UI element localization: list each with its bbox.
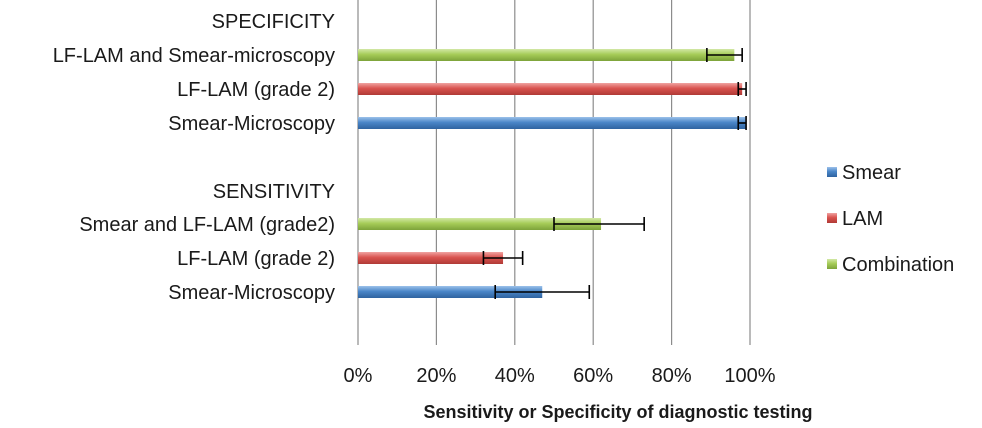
x-tick-label: 60% — [573, 365, 613, 387]
error-bars — [482, 48, 747, 299]
bar-combination — [358, 218, 602, 230]
group-heading-specificity: SPECIFICITY — [212, 11, 335, 33]
legend-swatch-lam — [827, 213, 837, 223]
x-tick-label: 100% — [724, 365, 775, 387]
x-tick-label: 40% — [495, 365, 535, 387]
error-bar — [482, 251, 524, 265]
bar-smear — [358, 286, 543, 298]
x-tick-label: 0% — [344, 365, 373, 387]
bar-lam — [358, 83, 743, 95]
error-bar — [737, 116, 747, 130]
legend-label-combination: Combination — [842, 254, 954, 276]
category-label: LF-LAM (grade 2) — [177, 248, 335, 270]
category-label: Smear-Microscopy — [168, 113, 335, 135]
error-bar — [494, 285, 591, 299]
bars — [358, 49, 747, 298]
legend-swatch-combination — [827, 259, 837, 269]
x-tick-label: 20% — [416, 365, 456, 387]
x-tick-label: 80% — [652, 365, 692, 387]
category-label: Smear-Microscopy — [168, 282, 335, 304]
group-heading-sensitivity: SENSITIVITY — [213, 181, 335, 203]
bar-combination — [358, 49, 735, 61]
category-label: LF-LAM (grade 2) — [177, 79, 335, 101]
x-axis-ticks: 0% 20% 40% 60% 80% 100% — [344, 365, 776, 387]
category-label: LF-LAM and Smear-microscopy — [53, 45, 335, 67]
x-axis-title: Sensitivity or Specificity of diagnostic… — [423, 402, 812, 422]
bar-smear — [358, 117, 747, 129]
error-bar — [706, 48, 743, 62]
bar-lam — [358, 252, 504, 264]
error-bar — [737, 82, 747, 96]
legend-label-smear: Smear — [842, 162, 901, 184]
legend-label-lam: LAM — [842, 208, 883, 230]
category-label: Smear and LF-LAM (grade2) — [79, 214, 335, 236]
error-bar — [553, 217, 645, 231]
legend-swatch-smear — [827, 167, 837, 177]
legend: Smear LAM Combination — [827, 162, 954, 276]
category-labels: SPECIFICITY LF-LAM and Smear-microscopy LF… — [53, 11, 335, 304]
